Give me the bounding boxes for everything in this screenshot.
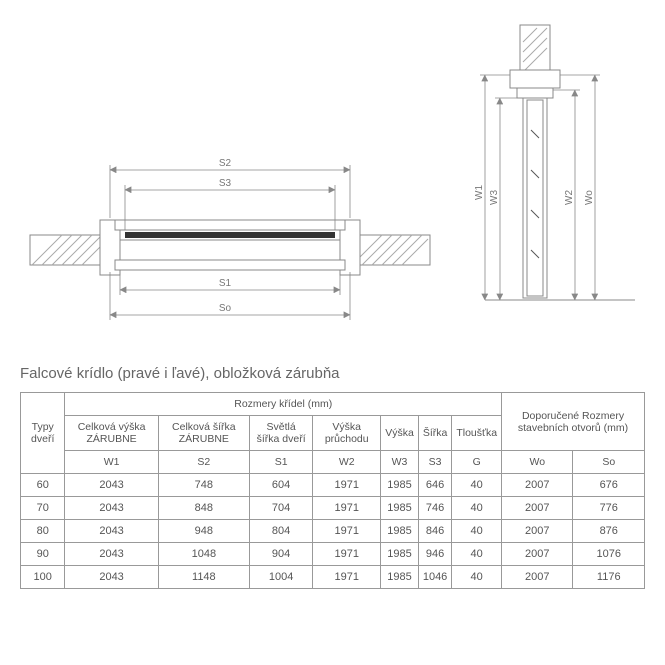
table-cell: 100: [21, 566, 65, 589]
table-cell: 746: [418, 497, 452, 520]
table-body: 6020437486041971198564640200767670204384…: [21, 474, 645, 589]
table-cell: 1176: [573, 566, 645, 589]
label-w3: W3: [489, 190, 500, 205]
page-title: Falcové krídlo (pravé i ľavé), obložková…: [20, 365, 645, 382]
sym-5: S3: [418, 451, 452, 474]
table-cell: 2043: [65, 474, 158, 497]
table-cell: 2043: [65, 520, 158, 543]
table-cell: 804: [249, 520, 312, 543]
table-cell: 876: [573, 520, 645, 543]
sym-3: W2: [313, 451, 381, 474]
table-cell: 2007: [502, 543, 573, 566]
table-cell: 80: [21, 520, 65, 543]
table-cell: 1971: [313, 520, 381, 543]
table-cell: 2007: [502, 474, 573, 497]
dimensions-table: Typy dveří Rozmery křídel (mm) Doporučen…: [20, 392, 645, 589]
table-cell: 946: [418, 543, 452, 566]
table-cell: 40: [452, 543, 502, 566]
sym-6: G: [452, 451, 502, 474]
table-cell: 646: [418, 474, 452, 497]
label-s2: S2: [219, 158, 232, 169]
table-cell: 676: [573, 474, 645, 497]
table-cell: 2043: [65, 566, 158, 589]
table-cell: 1971: [313, 543, 381, 566]
table-cell: 1148: [158, 566, 249, 589]
table-cell: 40: [452, 474, 502, 497]
label-wo: Wo: [584, 190, 595, 205]
th-typy: Typy dveří: [21, 393, 65, 474]
table-cell: 1971: [313, 497, 381, 520]
table-cell: 1004: [249, 566, 312, 589]
sym-1: S2: [158, 451, 249, 474]
th-rozm: Rozmery křídel (mm): [65, 393, 502, 416]
diagram-side-view: W1 W3 W2 Wo: [465, 20, 645, 335]
diagrams-container: S2 S3 S1 So: [20, 20, 645, 335]
symbol-row: W1 S2 S1 W2 W3 S3 G Wo So: [21, 451, 645, 474]
table-cell: 1985: [381, 497, 419, 520]
table-cell: 776: [573, 497, 645, 520]
table-cell: 60: [21, 474, 65, 497]
sym-7: Wo: [502, 451, 573, 474]
table-cell: 604: [249, 474, 312, 497]
table-cell: 1971: [313, 474, 381, 497]
table-cell: 40: [452, 497, 502, 520]
sym-4: W3: [381, 451, 419, 474]
label-so: So: [219, 303, 232, 314]
diagram-top-view: S2 S3 S1 So: [20, 130, 445, 335]
sh-2: Světlá šířka dveří: [249, 416, 312, 451]
sh-5: Šířka: [418, 416, 452, 451]
table-row: 9020431048904197119859464020071076: [21, 543, 645, 566]
sh-0: Celková výška ZÁRUBNE: [65, 416, 158, 451]
table-cell: 1046: [418, 566, 452, 589]
table-row: 80204394880419711985846402007876: [21, 520, 645, 543]
table-cell: 848: [158, 497, 249, 520]
table-cell: 2007: [502, 520, 573, 543]
table-cell: 1985: [381, 566, 419, 589]
sh-3: Výška průchodu: [313, 416, 381, 451]
th-dopor: Doporučené Rozmery stavebních otvorů (mm…: [502, 393, 645, 451]
table-cell: 1985: [381, 543, 419, 566]
table-cell: 704: [249, 497, 312, 520]
table-row: 1002043114810041971198510464020071176: [21, 566, 645, 589]
table-cell: 2043: [65, 543, 158, 566]
table-cell: 2043: [65, 497, 158, 520]
sym-8: So: [573, 451, 645, 474]
table-cell: 2007: [502, 566, 573, 589]
table-cell: 1985: [381, 474, 419, 497]
table-cell: 1971: [313, 566, 381, 589]
table-row: 70204384870419711985746402007776: [21, 497, 645, 520]
label-s1: S1: [219, 278, 232, 289]
sh-4: Výška: [381, 416, 419, 451]
table-cell: 846: [418, 520, 452, 543]
label-s3: S3: [219, 178, 232, 189]
label-w2: W2: [564, 190, 575, 205]
table-cell: 2007: [502, 497, 573, 520]
table-cell: 1985: [381, 520, 419, 543]
table-cell: 40: [452, 566, 502, 589]
table-cell: 748: [158, 474, 249, 497]
diagram-side-svg: W1 W3 W2 Wo: [465, 20, 645, 330]
sym-0: W1: [65, 451, 158, 474]
table-cell: 40: [452, 520, 502, 543]
table-cell: 1048: [158, 543, 249, 566]
table-cell: 70: [21, 497, 65, 520]
sh-1: Celková šířka ZÁRUBNE: [158, 416, 249, 451]
table-row: 60204374860419711985646402007676: [21, 474, 645, 497]
label-w1: W1: [474, 185, 485, 200]
diagram-top-svg: S2 S3 S1 So: [20, 130, 440, 330]
sh-6: Tloušťka: [452, 416, 502, 451]
table-cell: 1076: [573, 543, 645, 566]
table-cell: 90: [21, 543, 65, 566]
sym-2: S1: [249, 451, 312, 474]
table-cell: 948: [158, 520, 249, 543]
table-cell: 904: [249, 543, 312, 566]
